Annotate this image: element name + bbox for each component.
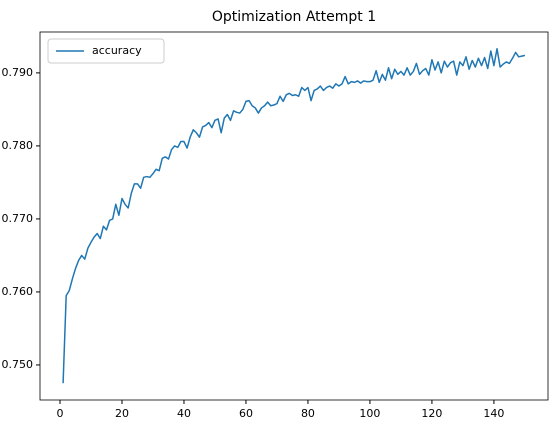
legend-label: accuracy: [92, 44, 142, 57]
y-tick-label: 0.750: [2, 358, 34, 371]
y-tick-label: 0.780: [2, 139, 34, 152]
data-line: [62, 48, 526, 384]
chart-title: Optimization Attempt 1: [212, 9, 376, 25]
x-tick-label: 120: [421, 407, 442, 420]
x-tick-label: 40: [177, 407, 191, 420]
x-tick-label: 80: [301, 407, 315, 420]
x-tick-label: 140: [483, 407, 504, 420]
x-tick-label: 100: [359, 407, 380, 420]
legend-box: [47, 38, 165, 64]
y-tick-label: 0.760: [2, 285, 34, 298]
y-tick-label: 0.790: [2, 66, 34, 79]
x-tick-label: 0: [56, 407, 63, 420]
x-tick-label: 20: [115, 407, 129, 420]
y-tick-label: 0.770: [2, 212, 34, 225]
x-tick-label: 60: [239, 407, 253, 420]
axes-frame: [39, 31, 549, 401]
